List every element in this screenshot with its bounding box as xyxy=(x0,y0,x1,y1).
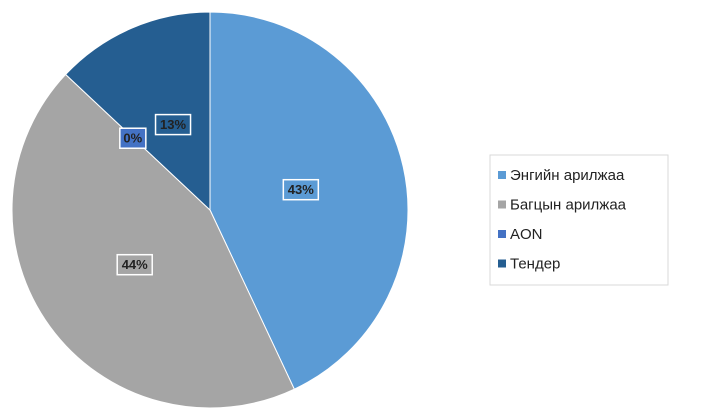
legend-label: AON xyxy=(510,226,543,243)
value-label: 43% xyxy=(288,182,314,197)
legend-box xyxy=(489,154,669,286)
value-label: 44% xyxy=(122,257,148,272)
value-label-box xyxy=(119,127,147,149)
pie-slice xyxy=(64,11,211,212)
value-label-box xyxy=(282,178,320,201)
legend-label: Энгийн арилжаа xyxy=(510,167,625,184)
legend-label: Тендер xyxy=(510,255,560,272)
legend-marker xyxy=(498,230,506,238)
value-label: 13% xyxy=(160,117,186,132)
legend-marker xyxy=(498,259,506,268)
value-label: 0% xyxy=(123,131,142,146)
pie-slice xyxy=(209,11,409,390)
legend-marker xyxy=(498,200,506,209)
legend-marker xyxy=(498,171,506,179)
value-label-box xyxy=(116,253,153,276)
legend-label: Багцын арилжаа xyxy=(510,196,627,213)
pie-slice xyxy=(11,73,295,409)
value-label-box xyxy=(154,113,192,136)
